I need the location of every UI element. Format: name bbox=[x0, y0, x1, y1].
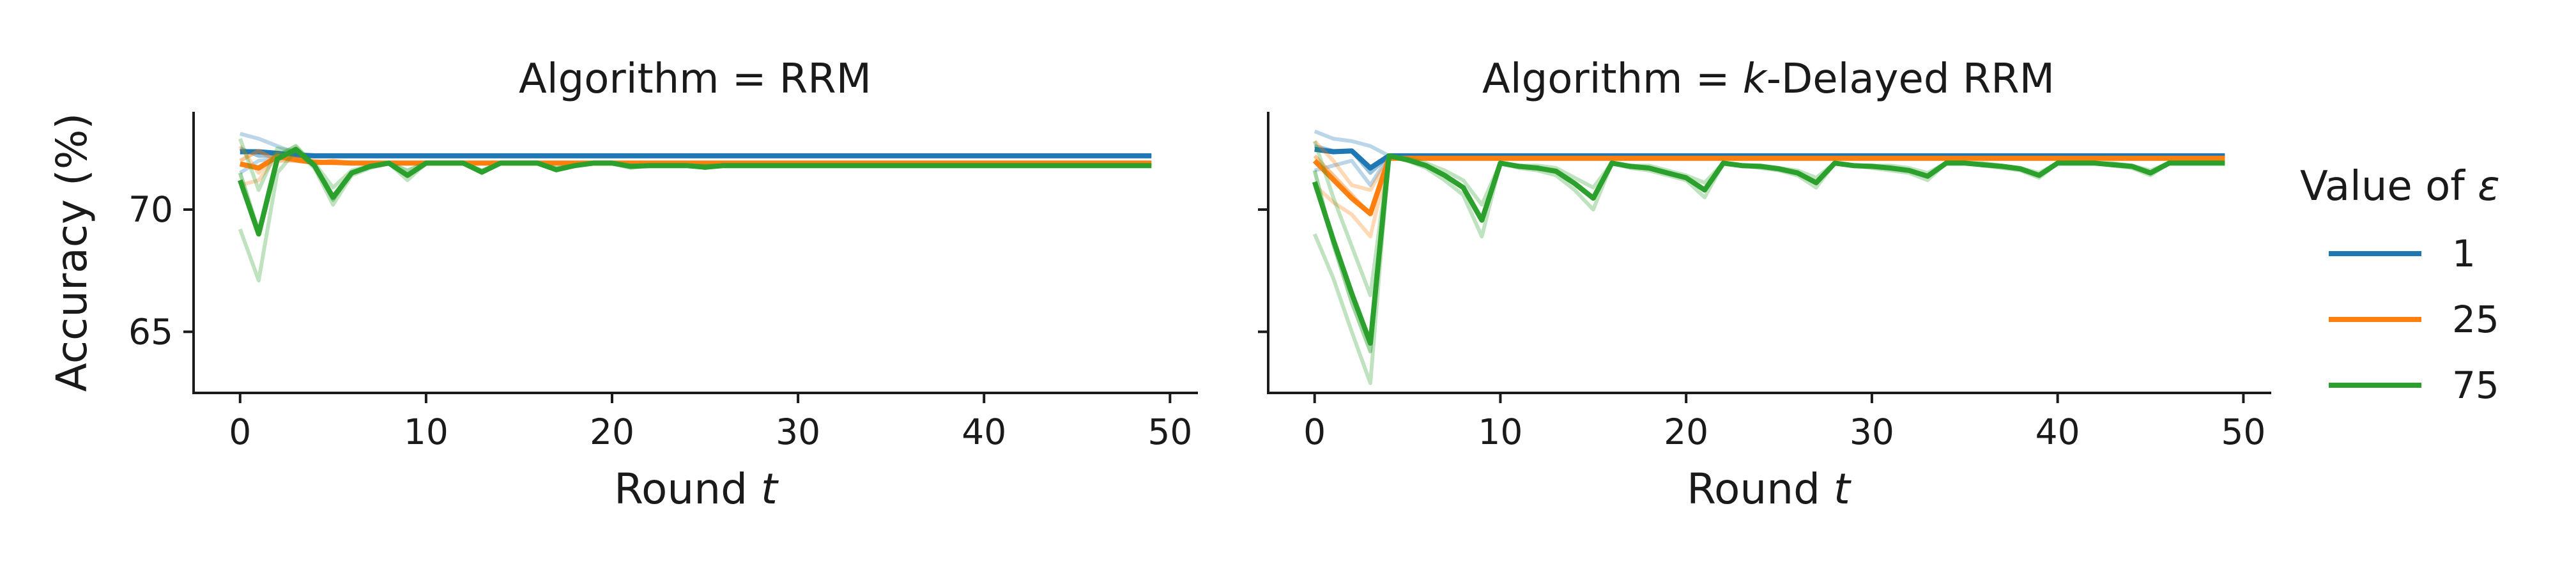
plot-area bbox=[1312, 129, 2225, 385]
y-axis-label: Accuracy (%) bbox=[47, 113, 96, 392]
series-25-run-3 bbox=[240, 153, 1152, 187]
x-ticks: 0 10 20 30 40 50 bbox=[1303, 393, 2266, 452]
x-tick-label: 40 bbox=[2035, 411, 2080, 452]
x-tick-label: 0 bbox=[229, 411, 251, 452]
series-75-run-2 bbox=[238, 144, 1152, 234]
x-tick-label: 50 bbox=[2221, 411, 2266, 452]
y-tick-label: 70 bbox=[128, 189, 173, 230]
panel-title: Algorithm = k-Delayed RRM bbox=[1482, 56, 2055, 103]
legend-label: 1 bbox=[2452, 232, 2476, 275]
legend-label: 75 bbox=[2452, 364, 2499, 407]
legend-label: 25 bbox=[2452, 298, 2499, 341]
axis-spines bbox=[1267, 112, 2271, 394]
x-tick-label: 10 bbox=[404, 411, 448, 452]
y-ticks bbox=[1258, 208, 1268, 334]
x-ticks: 0 10 20 30 40 50 bbox=[229, 393, 1192, 452]
series-25-mean-line bbox=[1312, 155, 2225, 217]
legend-title: Value of ε bbox=[2300, 163, 2500, 210]
x-tick-label: 50 bbox=[1147, 411, 1192, 452]
legend-item-25: 25 bbox=[2329, 298, 2499, 341]
panel-k-delayed-rrm: Algorithm = k-Delayed RRM 0 10 20 30 40 50 Ro… bbox=[1258, 56, 2271, 514]
y-ticks: 65 70 bbox=[128, 189, 194, 352]
x-tick-label: 40 bbox=[962, 411, 1006, 452]
panel-title: Algorithm = RRM bbox=[519, 56, 871, 103]
x-tick-label: 30 bbox=[776, 411, 820, 452]
plot-area bbox=[238, 132, 1152, 282]
x-tick-label: 0 bbox=[1303, 411, 1326, 452]
series-1-run-1 bbox=[1314, 129, 2225, 158]
x-axis-label: Round t bbox=[614, 464, 779, 514]
series-75-run-3 bbox=[238, 149, 1152, 282]
series-75-mean-line bbox=[1312, 153, 2225, 346]
series-1-mean-line bbox=[240, 149, 1152, 158]
series-75-run-3 bbox=[1312, 153, 2225, 385]
x-tick-label: 10 bbox=[1478, 411, 1522, 452]
legend-item-75: 75 bbox=[2329, 364, 2499, 407]
legend: Value of ε 1 25 75 bbox=[2300, 163, 2500, 407]
legend-item-1: 1 bbox=[2329, 232, 2476, 275]
panel-rrm: Algorithm = RRM 0 10 20 30 40 50 65 70 Round t… bbox=[47, 56, 1198, 514]
series-75-mean-line bbox=[238, 146, 1152, 237]
x-tick-label: 20 bbox=[1664, 411, 1708, 452]
y-tick-label: 65 bbox=[128, 311, 173, 352]
x-tick-label: 20 bbox=[590, 411, 634, 452]
x-tick-label: 30 bbox=[1850, 411, 1894, 452]
legend-items: 1 25 75 bbox=[2329, 232, 2499, 407]
axis-spines bbox=[192, 112, 1198, 394]
series-1-run-1 bbox=[240, 132, 1152, 158]
x-axis-label: Round t bbox=[1687, 464, 1851, 514]
